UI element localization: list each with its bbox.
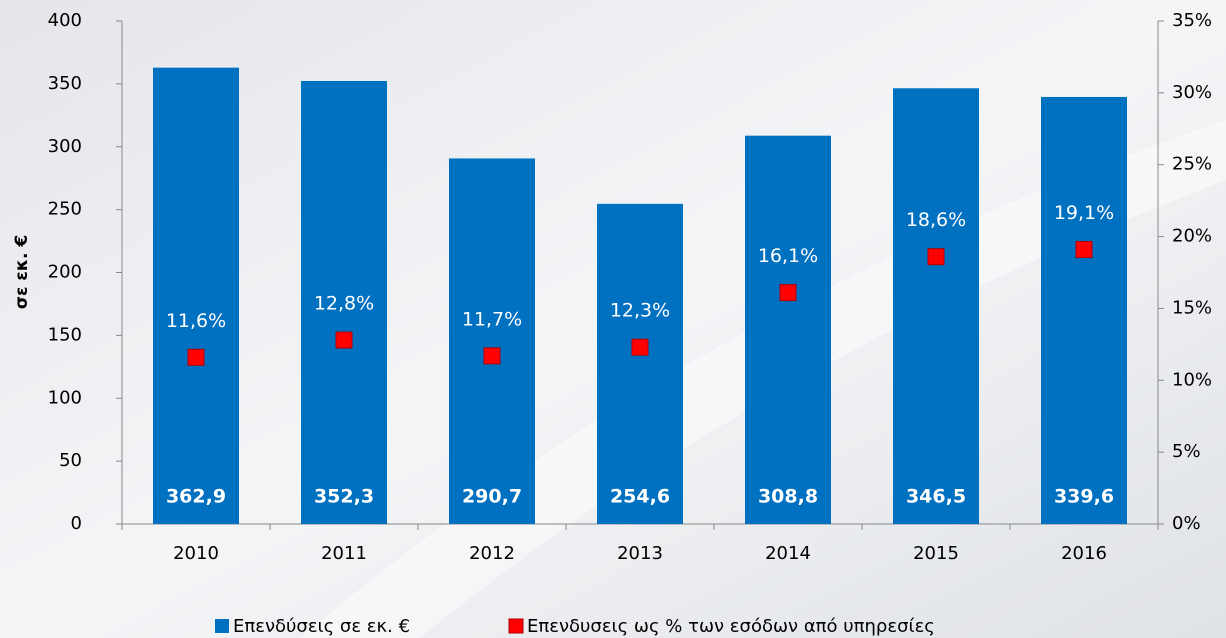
bar-value-label: 352,3 — [314, 486, 374, 508]
marker — [187, 348, 205, 366]
y2-tick-label: 25% — [1172, 154, 1212, 175]
legend-swatch — [215, 619, 229, 633]
marker-value-label: 12,3% — [610, 300, 670, 322]
x-tick-label: 2015 — [913, 543, 959, 564]
x-tick-label: 2014 — [765, 543, 811, 564]
y-tick-label: 250 — [48, 199, 82, 220]
marker-value-label: 19,1% — [1054, 202, 1114, 224]
marker-value-label: 12,8% — [314, 293, 374, 315]
y2-tick-label: 20% — [1172, 226, 1212, 247]
marker — [1075, 241, 1093, 259]
bar-value-label: 339,6 — [1054, 486, 1114, 508]
x-tick-label: 2012 — [469, 543, 515, 564]
bar — [893, 88, 979, 525]
bar-value-label: 346,5 — [906, 486, 966, 508]
marker-value-label: 16,1% — [758, 245, 818, 267]
x-tick-label: 2016 — [1061, 543, 1107, 564]
marker — [779, 284, 797, 302]
bar-value-label: 254,6 — [610, 486, 670, 508]
bar-value-label: 290,7 — [462, 486, 522, 508]
y-tick-label: 50 — [59, 450, 82, 471]
y2-tick-label: 35% — [1172, 10, 1212, 31]
x-tick-label: 2011 — [321, 543, 367, 564]
y-tick-label: 400 — [48, 10, 82, 31]
bar — [449, 158, 535, 524]
legend-label: Επενδυσεις ως % των εσόδων από υπηρεσίες — [527, 616, 935, 637]
bar — [301, 80, 387, 524]
marker-value-label: 11,7% — [462, 308, 522, 330]
y-tick-label: 0 — [71, 513, 82, 534]
y-axis-title: σε εκ. € — [12, 235, 32, 309]
bar — [153, 67, 239, 524]
marker — [335, 331, 353, 349]
bar-value-label: 362,9 — [166, 486, 226, 508]
y-tick-label: 150 — [48, 324, 82, 345]
x-tick-label: 2010 — [173, 543, 219, 564]
y-tick-label: 100 — [48, 387, 82, 408]
y2-tick-label: 0% — [1172, 513, 1201, 534]
marker-value-label: 18,6% — [906, 209, 966, 231]
bar — [1041, 96, 1127, 524]
y-tick-label: 300 — [48, 136, 82, 157]
marker — [631, 338, 649, 356]
marker — [483, 347, 501, 365]
marker — [927, 248, 945, 266]
bar-value-label: 308,8 — [758, 486, 818, 508]
bar — [597, 203, 683, 524]
bar — [745, 135, 831, 524]
y-tick-label: 350 — [48, 73, 82, 94]
y2-tick-label: 30% — [1172, 82, 1212, 103]
legend-label: Επενδύσεις σε εκ. € — [233, 616, 410, 637]
marker-value-label: 11,6% — [166, 310, 226, 332]
legend-swatch — [508, 618, 524, 634]
y-tick-label: 200 — [48, 262, 82, 283]
y2-tick-label: 10% — [1172, 369, 1212, 390]
y2-tick-label: 15% — [1172, 297, 1212, 318]
x-tick-label: 2013 — [617, 543, 663, 564]
y2-tick-label: 5% — [1172, 441, 1201, 462]
